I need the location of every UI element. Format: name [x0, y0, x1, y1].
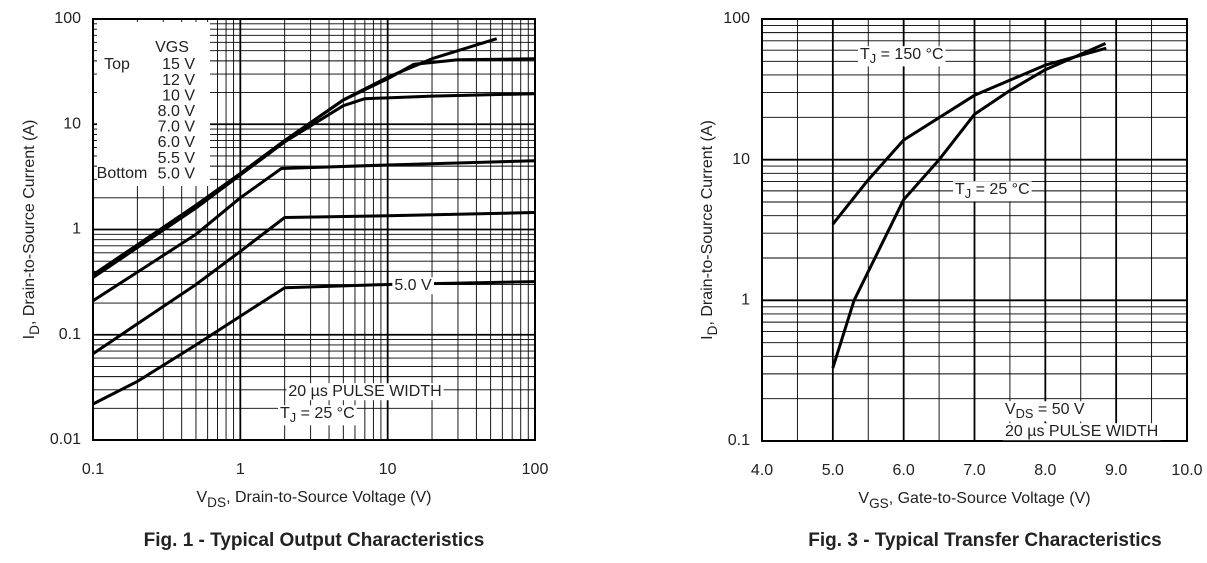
x-tick-label: 4.0: [751, 462, 773, 479]
x-tick-label: 0.1: [82, 461, 104, 478]
text-part: = 150 °C: [876, 46, 943, 63]
text-part: D: [27, 325, 42, 335]
annotation: TJ = 25 °C: [955, 181, 1030, 201]
curve: [92, 211, 536, 355]
legend-label: 10 V: [162, 87, 195, 104]
y-tick-label: 100: [723, 10, 750, 27]
plot-border: [92, 18, 536, 441]
text-part: V: [197, 489, 208, 506]
legend-label: 7.0 V: [158, 119, 196, 136]
y-tick-label: 0.01: [50, 431, 81, 448]
annotation: TJ = 150 °C: [860, 46, 944, 66]
curve: [92, 92, 536, 279]
annotation-bg: [392, 277, 435, 295]
legend-label: 15 V: [162, 56, 195, 73]
plot-border: [761, 18, 1188, 442]
text-part: , Drain-to-Source Voltage (V): [226, 489, 431, 506]
text-part: V: [858, 490, 869, 507]
x-tick-label: 9.0: [1105, 462, 1127, 479]
y-tick-label: 1: [741, 292, 750, 309]
annotation: VDS = 50 V: [1005, 401, 1085, 421]
x-tick-label: 10.0: [1171, 462, 1202, 479]
x-axis-label: VDS, Drain-to-Source Voltage (V): [197, 489, 432, 509]
legend-title: VGS: [155, 39, 189, 56]
legend-label: 5.5 V: [158, 150, 196, 167]
text-part: = 25 °C: [296, 405, 354, 422]
y-tick-label: 100: [54, 10, 81, 27]
text-part: = 50 V: [1033, 401, 1084, 418]
text-part: J: [290, 410, 296, 425]
legend-box: [97, 22, 210, 186]
legend-label: 8.0 V: [158, 103, 196, 120]
annotation: 20 µs PULSE WIDTH: [288, 383, 441, 400]
text-part: DS: [207, 495, 226, 510]
chart-caption: Fig. 3 - Typical Transfer Characteristic…: [808, 530, 1161, 551]
text-part: , Drain-to-Source Current (A): [21, 120, 38, 325]
text-part: J: [870, 51, 876, 66]
legend-label: 6.0 V: [158, 134, 196, 151]
text-part: J: [965, 186, 971, 201]
text-part: T: [860, 46, 870, 63]
legend-label: 5.0 V: [158, 165, 196, 182]
x-tick-label: 6.0: [893, 462, 915, 479]
annotation: TJ = 25 °C: [280, 405, 355, 425]
annotation-bg: [858, 46, 946, 67]
text-part: I: [699, 335, 716, 339]
annotation-bg: [1003, 401, 1087, 422]
y-axis-label: ID, Drain-to-Source Current (A): [699, 120, 719, 340]
x-tick-label: 7.0: [963, 462, 985, 479]
y-tick-label: 10: [732, 151, 750, 168]
annotation-bg: [1003, 423, 1161, 441]
y-tick-label: 0.1: [728, 432, 750, 449]
curve: [831, 46, 1107, 226]
annotation-bg: [286, 383, 444, 401]
y-tick-label: 0.1: [59, 326, 81, 343]
text-part: D: [705, 325, 720, 335]
curve: [831, 42, 1107, 369]
curve: [92, 280, 536, 406]
text-part: DS: [1016, 406, 1034, 421]
chart-caption: Fig. 1 - Typical Output Characteristics: [144, 530, 485, 551]
text-part: V: [1005, 401, 1016, 418]
text-part: 5.0 V: [394, 277, 432, 294]
annotation-bg: [953, 181, 1032, 202]
x-tick-label: 5.0: [822, 462, 844, 479]
text-part: = 25 °C: [971, 181, 1029, 198]
x-axis-label: VGS, Gate-to-Source Voltage (V): [858, 490, 1090, 510]
y-tick-label: 1: [72, 221, 81, 238]
text-part: 20 µs PULSE WIDTH: [1005, 423, 1158, 440]
legend-top: Top: [104, 56, 130, 73]
legend-bottom: Bottom: [97, 165, 148, 182]
text-part: I: [21, 335, 38, 339]
annotation: 20 µs PULSE WIDTH: [1005, 423, 1158, 440]
y-tick-label: 10: [63, 115, 81, 132]
y-axis-label: ID, Drain-to-Source Current (A): [21, 120, 41, 340]
legend-label: 12 V: [162, 72, 195, 89]
text-part: T: [955, 181, 965, 198]
text-part: GS: [869, 496, 889, 511]
x-tick-label: 10: [379, 461, 397, 478]
text-part: , Gate-to-Source Voltage (V): [889, 490, 1091, 507]
annotation: 5.0 V: [394, 277, 432, 294]
x-tick-label: 100: [522, 461, 549, 478]
text-part: T: [280, 405, 290, 422]
curve: [92, 57, 536, 277]
curve: [92, 159, 536, 303]
text-part: 20 µs PULSE WIDTH: [288, 383, 441, 400]
annotation-bg: [278, 405, 357, 426]
x-tick-label: 8.0: [1034, 462, 1056, 479]
x-tick-label: 1: [236, 461, 245, 478]
text-part: , Drain-to-Source Current (A): [699, 120, 716, 325]
